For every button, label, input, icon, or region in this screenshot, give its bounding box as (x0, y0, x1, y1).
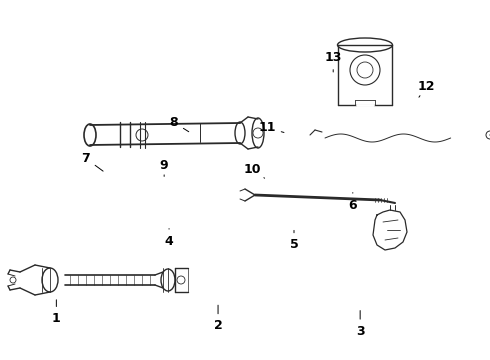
Text: 2: 2 (214, 305, 222, 332)
Text: 11: 11 (258, 121, 284, 134)
Text: 13: 13 (324, 51, 342, 72)
Text: 1: 1 (52, 300, 61, 325)
Text: 3: 3 (356, 311, 365, 338)
Text: 8: 8 (170, 116, 189, 132)
Text: 10: 10 (244, 163, 265, 178)
Text: 12: 12 (417, 80, 435, 97)
Text: 9: 9 (160, 159, 169, 176)
Text: 5: 5 (290, 230, 298, 251)
Text: 7: 7 (81, 152, 103, 171)
Text: 6: 6 (348, 193, 357, 212)
Text: 4: 4 (165, 229, 173, 248)
